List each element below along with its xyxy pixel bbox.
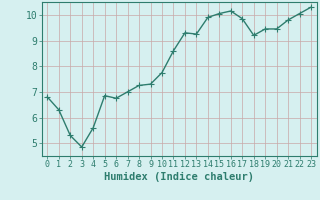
X-axis label: Humidex (Indice chaleur): Humidex (Indice chaleur) (104, 172, 254, 182)
